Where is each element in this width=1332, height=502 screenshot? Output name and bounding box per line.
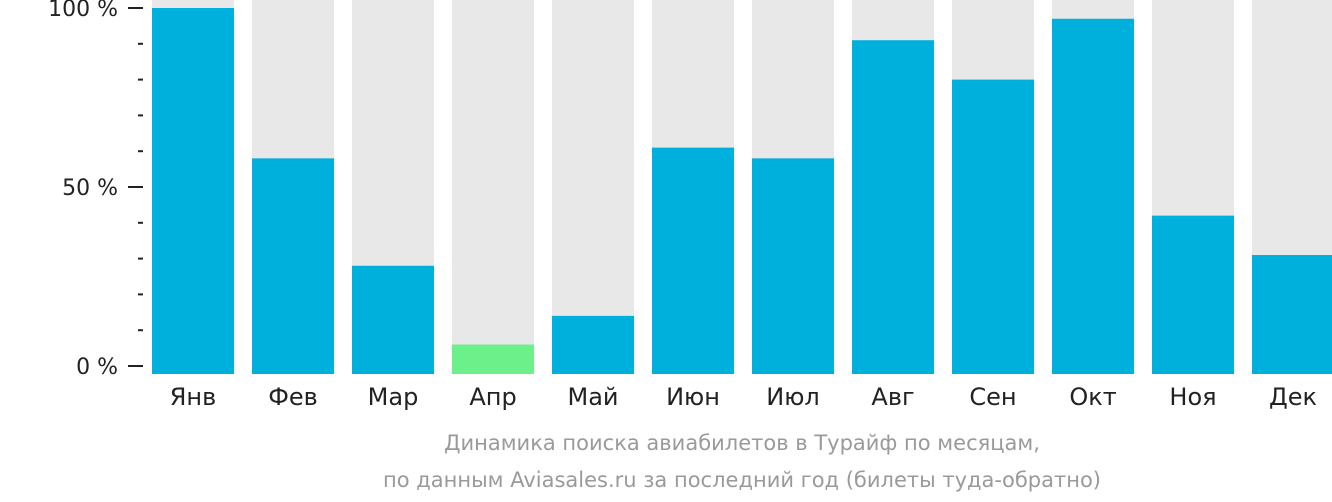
bar-chart: 0 % 50 % 100 % Янв Фев Мар Апр Май Июн Июл Авг Сен… (48, 0, 1332, 411)
x-tick-label: Окт (1069, 383, 1116, 411)
bar-1 (252, 158, 334, 374)
bars-group (152, 0, 1332, 375)
x-tick-label: Ноя (1169, 383, 1216, 411)
chart-caption-line-1: Динамика поиска авиабилетов в Турайф по … (444, 431, 1040, 455)
x-tick-label: Сен (969, 383, 1016, 411)
bar-5 (652, 147, 734, 374)
x-tick-label: Янв (170, 383, 217, 411)
bar-11 (1252, 255, 1332, 374)
x-tick-label: Дек (1269, 383, 1317, 411)
x-tick-label: Апр (469, 383, 516, 411)
bar-3 (452, 344, 534, 374)
bar-9 (1052, 18, 1134, 375)
y-tick-label: 50 % (62, 176, 118, 201)
y-tick-label: 0 % (76, 355, 118, 380)
x-tick-label: Мар (368, 383, 419, 411)
x-axis-labels: Янв Фев Мар Апр Май Июн Июл Авг Сен Окт Ноя Дек (170, 383, 1317, 411)
x-tick-label: Фев (268, 383, 318, 411)
bar-track (552, 0, 634, 374)
bar-2 (352, 265, 434, 374)
bar-4 (552, 315, 634, 374)
bar-0 (152, 8, 234, 374)
x-tick-label: Май (567, 383, 618, 411)
chart-caption-line-2: по данным Aviasales.ru за последний год … (383, 468, 1101, 492)
x-tick-label: Июл (766, 383, 820, 411)
bar-10 (1152, 215, 1234, 374)
bar-6 (752, 158, 834, 374)
bar-7 (852, 40, 934, 374)
bar-8 (952, 79, 1034, 374)
y-axis: 0 % 50 % 100 % (48, 0, 143, 380)
y-tick-label: 100 % (48, 0, 118, 22)
bar-track (452, 0, 534, 374)
x-tick-label: Июн (666, 383, 720, 411)
x-tick-label: Авг (871, 383, 914, 411)
